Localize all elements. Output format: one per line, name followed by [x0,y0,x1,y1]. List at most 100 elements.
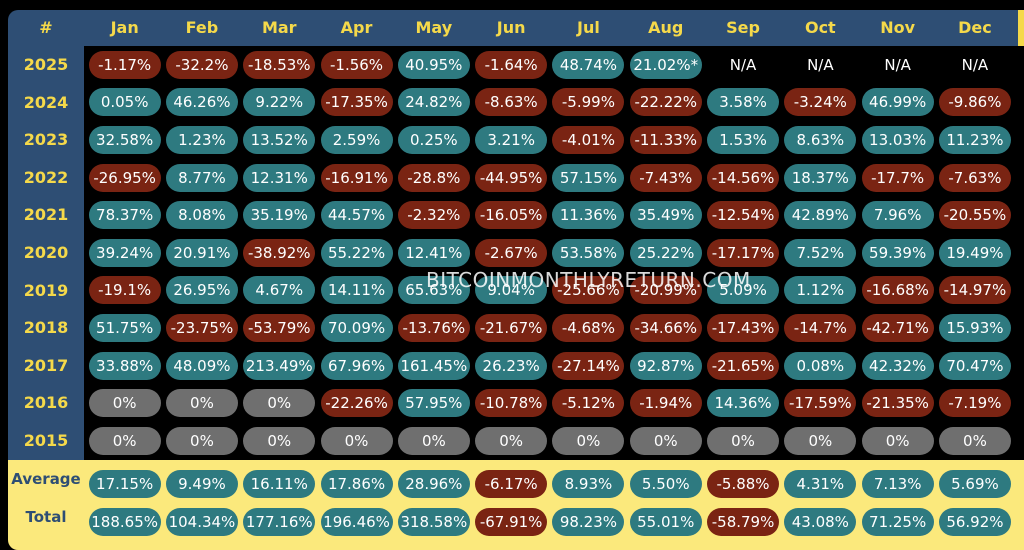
return-cell: 0.08% [784,351,857,380]
return-cell: 7.13% [861,469,934,498]
year-label: 2015 [23,431,69,450]
return-cell: -22.26% [320,389,393,418]
return-cell: -20.99% [629,276,702,305]
return-cell: -22.22% [629,88,702,117]
return-cell: 92.87% [629,351,702,380]
return-cell: 161.45% [397,351,470,380]
return-cell: -11.33% [629,126,702,154]
return-cell: 18.37% [784,163,857,192]
return-cell: 40.95% [397,50,470,79]
return-cell: 17.15% [88,469,161,498]
year-label: 2017 [23,355,69,375]
year-label: 2018 [23,318,69,338]
return-cell: 104.34% [165,507,238,536]
return-cell: -14.56% [707,163,780,192]
return-cell: -20.55% [938,201,1011,230]
return-cell: -4.01% [552,126,625,154]
year-label: 2016 [23,393,69,413]
return-cell: 0% [861,426,934,455]
return-cell: 2.59% [320,126,393,154]
return-cell: 0% [784,426,857,455]
month-header-jun: Jun [496,18,526,37]
return-cell: 213.49% [243,351,316,380]
return-cell: -25.66% [552,276,625,305]
year-label: 2022 [23,167,69,187]
summary-label-average: Average [11,470,81,488]
return-cell: 0% [320,426,393,455]
return-cell: 0% [165,389,238,418]
return-cell: -19.1% [88,276,161,305]
return-cell: -4.68% [552,314,625,342]
return-cell: 55.22% [320,238,393,267]
return-cell: 26.23% [475,351,548,380]
return-cell: 46.26% [165,88,238,117]
return-cell: 51.75% [88,314,161,342]
return-cell: 14.36% [707,389,780,418]
year-column [8,46,84,460]
return-cell: 7.96% [861,201,934,230]
return-cell: 56.92% [938,507,1011,536]
month-header-jan: Jan [110,18,139,37]
return-cell: 15.93% [938,314,1011,342]
return-cell: -7.43% [629,163,702,192]
return-cell: 16.11% [243,469,316,498]
return-cell: -14.7% [784,314,857,342]
return-cell: 0% [88,389,161,418]
return-cell: 11.23% [938,126,1011,154]
return-cell: 177.16% [243,507,316,536]
return-cell: 0.25% [397,126,470,154]
return-cell: N/A [884,55,911,74]
return-cell: -26.95% [88,163,161,192]
return-cell: 57.15% [552,163,625,192]
return-cell: 71.25% [861,507,934,536]
return-cell: 9.49% [165,469,238,498]
return-cell: -5.99% [552,88,625,117]
return-cell: 5.69% [938,469,1011,498]
return-cell: -2.67% [475,238,548,267]
return-cell: 70.09% [320,314,393,342]
return-cell: -21.35% [861,389,934,418]
return-cell: 0% [397,426,470,455]
return-cell: 42.32% [861,351,934,380]
return-cell: 21.02%* [629,50,702,79]
return-cell: -1.56% [320,50,393,79]
return-cell: -14.97% [938,276,1011,305]
return-cell: 9.04% [475,276,548,305]
return-cell: -7.63% [938,163,1011,192]
return-cell: -17.7% [861,163,934,192]
return-cell: 13.52% [243,126,316,154]
return-cell: -21.65% [707,351,780,380]
return-cell: 8.08% [165,201,238,230]
return-cell: 12.31% [243,163,316,192]
month-header-may: May [415,18,453,37]
return-cell: -27.14% [552,351,625,380]
return-cell: -17.17% [707,238,780,267]
return-cell: -44.95% [475,163,548,192]
return-cell: 5.09% [707,276,780,305]
returns-table: # Jan Feb Mar Apr May Jun Jul Aug Sep Oct Nov Dec 20… [8,10,1024,550]
return-cell: N/A [961,55,989,74]
return-cell: 78.37% [88,201,161,230]
return-cell: 188.65% [88,507,161,536]
return-cell: -3.24% [784,88,857,117]
return-cell: 8.63% [784,126,857,154]
return-cell: 39.24% [88,238,161,267]
return-cell: -67.91% [475,507,548,536]
return-cell: -42.71% [861,314,934,342]
return-cell: 0% [88,426,161,455]
month-header-jul: Jul [577,18,600,37]
return-cell: 5.50% [629,469,702,498]
return-cell: -58.79% [707,507,780,536]
header-row [8,10,1024,46]
return-cell: 32.58% [88,126,161,154]
month-header-apr: Apr [340,18,373,37]
return-cell: 13.03% [861,126,934,154]
return-cell: -6.17% [475,469,548,498]
return-cell: 17.86% [320,469,393,498]
return-cell: 48.74% [552,50,625,79]
return-cell: 7.52% [784,238,857,267]
return-cell: -1.64% [475,50,548,79]
return-cell: -32.2% [165,50,238,79]
return-cell: 1.53% [707,126,780,154]
return-cell: -7.19% [938,389,1011,418]
